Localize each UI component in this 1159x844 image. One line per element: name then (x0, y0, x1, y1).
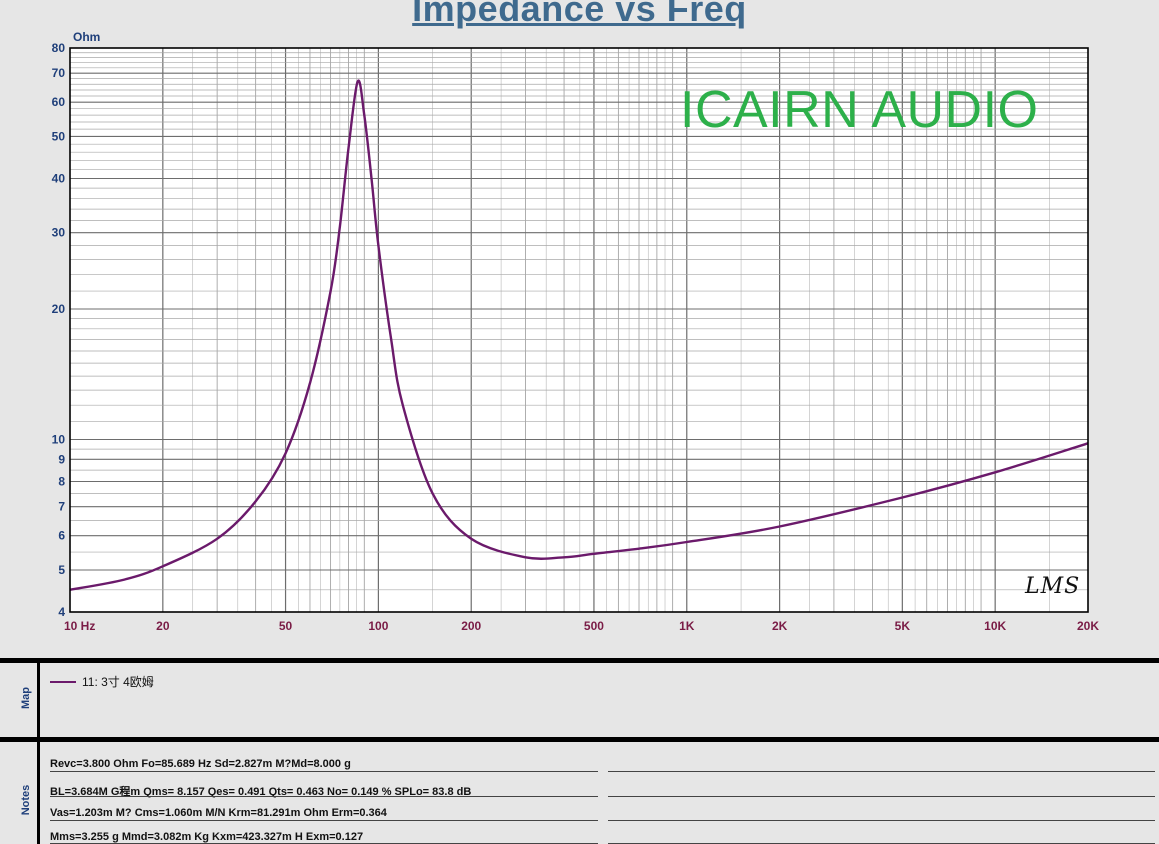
impedance-chart: 10 Hz 20 50 100 200 500 1K 2K 5K 10K 20K 80 70 60 50 4… (52, 30, 1100, 633)
grid-lines (70, 48, 1088, 612)
note-underline-1b (608, 771, 1155, 772)
note-underline-1 (50, 771, 598, 772)
series-group (69, 79, 1089, 591)
note-underline-3b (608, 820, 1155, 821)
note-underline-2 (50, 796, 598, 797)
y-tick-label: 50 (52, 129, 66, 143)
note-line-1: Revc=3.800 Ohm Fo=85.689 Hz Sd=2.827m M?… (50, 758, 351, 770)
x-tick-label: 20 (156, 619, 170, 633)
chart-title: Impedance vs Freq (412, 0, 747, 29)
x-tick-label: 50 (279, 619, 293, 633)
x-tick-label: 20K (1077, 619, 1099, 633)
series-line (69, 79, 1089, 591)
brand-watermark: ICAIRN AUDIO (680, 81, 1039, 139)
note-line-3: Vas=1.203m M? Cms=1.060m M/N Krm=81.291m… (50, 807, 387, 819)
y-tick-label: 10 (52, 432, 66, 446)
y-tick-label: 30 (52, 226, 66, 240)
y-tick-label: 40 (52, 171, 66, 185)
legend: 11: 3寸 4欧姆 (50, 673, 154, 690)
note-line-2: BL=3.684M G程m Qms= 8.157 Qes= 0.491 Qts=… (50, 786, 472, 798)
y-tick-label: 7 (58, 500, 65, 514)
x-tick-label: 10 Hz (64, 619, 95, 633)
x-tick-label: 5K (895, 619, 911, 633)
x-tick-label: 10K (984, 619, 1006, 633)
legend-swatch (50, 680, 76, 683)
x-tick-label: 1K (679, 619, 695, 633)
lms-logo: LMS (1025, 574, 1081, 599)
x-tick-label: 2K (772, 619, 788, 633)
y-tick-labels: 80 70 60 50 40 30 20 10 9 8 7 6 5 4 (52, 41, 66, 619)
y-tick-label: 20 (52, 302, 66, 316)
legend-label: 11: 3寸 4欧姆 (82, 675, 154, 689)
notes-panel-divider (37, 742, 40, 844)
plot-border (69, 47, 1089, 613)
map-panel-divider (37, 663, 40, 737)
note-line-4: Mms=3.255 g Mmd=3.082m Kg Kxm=423.327m H… (50, 831, 364, 843)
y-tick-label: 9 (58, 452, 65, 466)
x-tick-labels: 10 Hz 20 50 100 200 500 1K 2K 5K 10K 20K (64, 619, 1099, 633)
y-tick-label: 70 (52, 66, 66, 80)
x-tick-label: 100 (368, 619, 388, 633)
y-tick-label: 5 (58, 563, 65, 577)
notes-panel-top-border (0, 737, 1159, 742)
notes-panel-label: Notes (20, 784, 32, 816)
y-tick-label: 8 (58, 475, 65, 489)
x-tick-label: 500 (584, 619, 604, 633)
note-underline-2b (608, 796, 1155, 797)
y-tick-label: 4 (58, 605, 65, 619)
map-panel-label: Map (20, 687, 32, 709)
y-tick-label: 60 (52, 95, 66, 109)
map-panel-top-border (0, 658, 1159, 663)
y-tick-label: 80 (52, 41, 66, 55)
y-axis-label: Ohm (73, 30, 100, 44)
x-tick-label: 200 (461, 619, 481, 633)
note-underline-3 (50, 820, 598, 821)
y-tick-label: 6 (58, 529, 65, 543)
